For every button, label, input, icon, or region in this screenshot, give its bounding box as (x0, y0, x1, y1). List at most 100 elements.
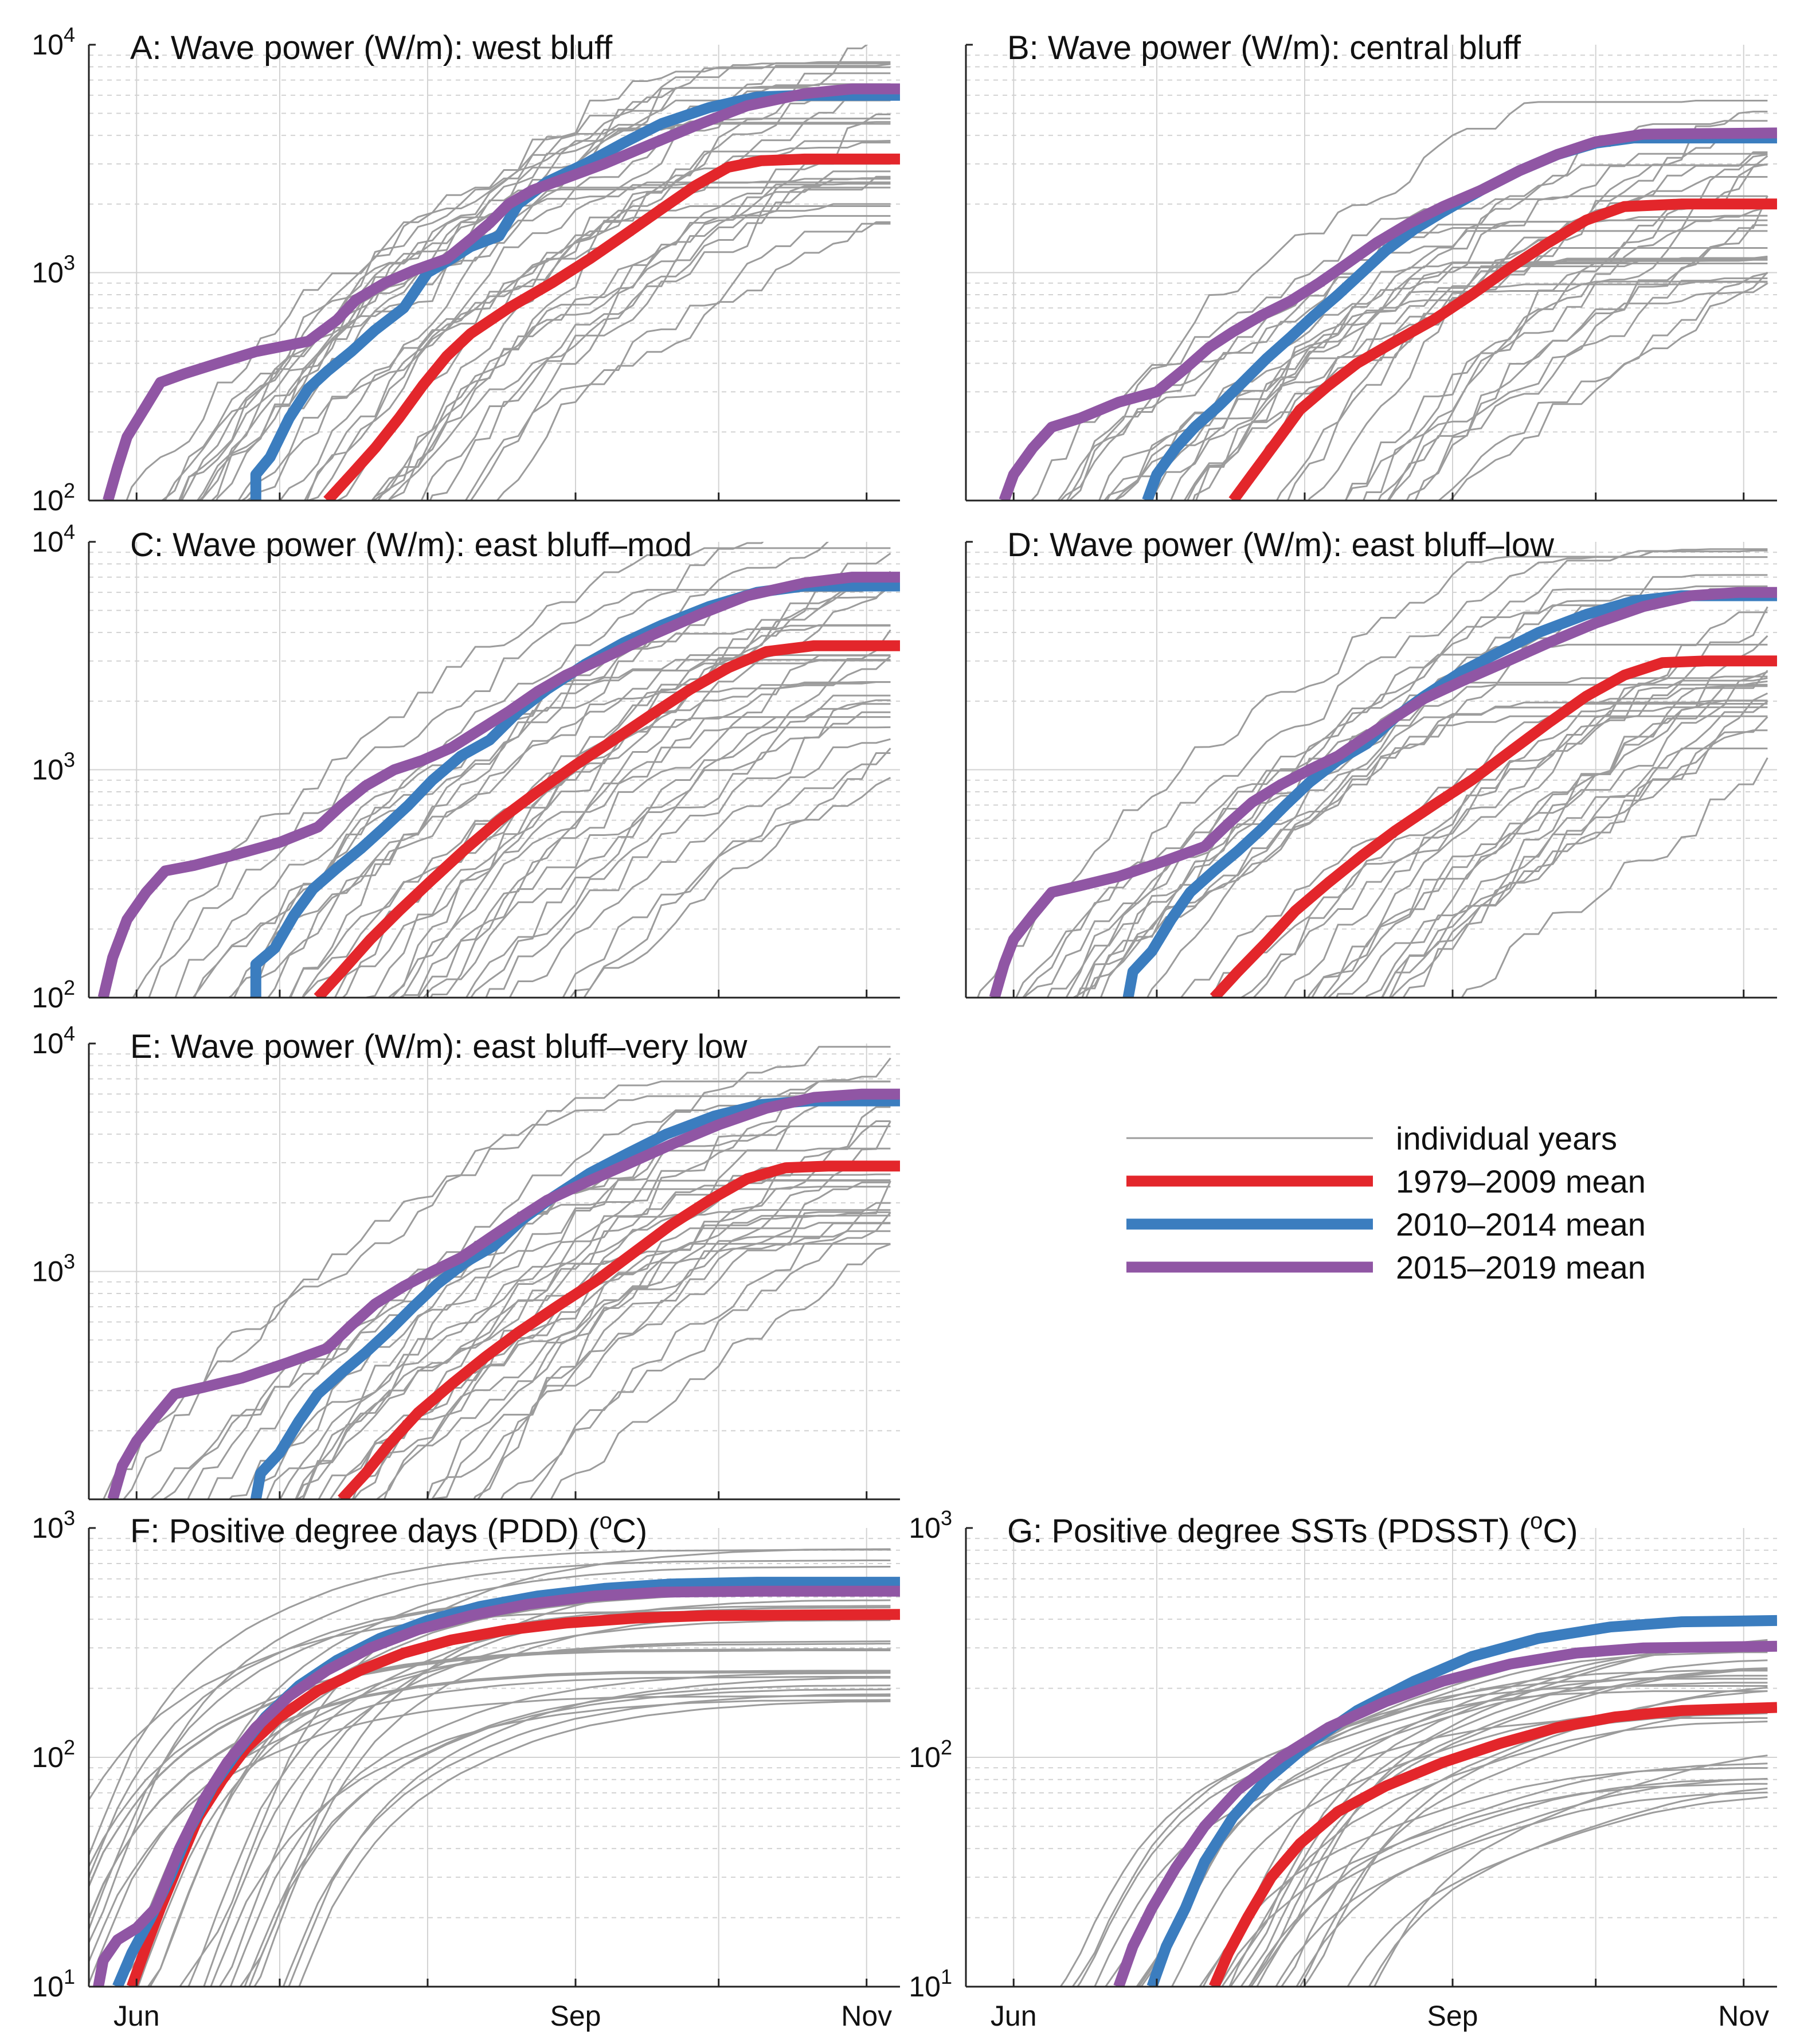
individual-year-line (89, 1648, 891, 1867)
individual-year-line (1248, 1777, 1768, 1987)
individual-year-line (375, 1222, 891, 1499)
mean-series (999, 127, 1777, 501)
individual-year-line (476, 1106, 891, 1499)
individual-year-line (303, 142, 891, 501)
individual-year-line (207, 1147, 891, 1499)
individual-year-line (1335, 747, 1768, 998)
panel-title: B: Wave power (W/m): central bluff (1007, 29, 1521, 67)
individual-year-line (1275, 1791, 1768, 1987)
individual-year-line (265, 1242, 891, 1499)
individual-year-line (126, 123, 891, 501)
individual-year-line (1307, 699, 1768, 998)
individual-year-line (1381, 729, 1768, 998)
legend-label-2010-2014-mean: 2010–2014 mean (1396, 1206, 1646, 1242)
individual-year-line (426, 1120, 891, 1499)
series-1979-2009-mean-line (1210, 655, 1777, 998)
series-2015-2019-mean-line (989, 587, 1777, 998)
individual-year-line (1198, 1645, 1768, 1987)
individual-year-line (249, 659, 891, 998)
individual-year-line (500, 1211, 891, 1499)
individual-year-line (388, 203, 891, 501)
individual-year-line (1387, 163, 1768, 501)
panel-title-main: D: Wave power (W/m): east bluff–low (1007, 526, 1555, 564)
panel-title-main: B: Wave power (W/m): central bluff (1007, 29, 1521, 67)
y-tick-base: 10 (32, 1741, 64, 1773)
series-2015-2019-mean-line (93, 1585, 900, 1987)
individual-year-line (1406, 195, 1768, 501)
y-tick-label: 104 (32, 520, 75, 558)
individual-year-line (1365, 635, 1768, 998)
series-1979-2009-mean-line (314, 640, 900, 998)
individual-year-line (1327, 680, 1768, 998)
axes (88, 1527, 900, 1988)
individual-year-line (289, 542, 829, 998)
grid (89, 45, 900, 501)
y-tick-base: 10 (32, 257, 64, 289)
individual-year-line (1068, 100, 1768, 501)
individual-year-line (1075, 548, 1768, 998)
individual-year-line (244, 1689, 891, 1987)
individual-year-line (334, 726, 891, 998)
individual-year-line (398, 570, 891, 998)
series-2010-2014-mean-line (250, 1095, 900, 1499)
y-tick-exponent: 3 (64, 748, 75, 772)
individual-year-line (89, 1560, 891, 1943)
individual-year-line (496, 222, 891, 501)
individual-year-line (215, 62, 891, 501)
individual-year-line (1046, 683, 1768, 998)
individual-year-line (181, 66, 891, 501)
x-tick-label: Nov (841, 2000, 892, 2032)
y-tick-exponent: 3 (64, 251, 75, 275)
panel-title: A: Wave power (W/m): west bluff (130, 29, 613, 67)
y-tick-exponent: 3 (941, 1506, 952, 1530)
individual-year-line (1071, 703, 1768, 998)
y-tick-label: 104 (32, 23, 75, 61)
y-tick-base: 10 (32, 754, 64, 786)
individual-year-line (295, 1125, 891, 1499)
individual-year-line (1076, 1690, 1768, 1987)
individual-year-line (1180, 685, 1768, 998)
individual-year-line (203, 1619, 891, 1987)
legend-label-2015-2019-mean: 2015–2019 mean (1396, 1249, 1646, 1285)
axes (965, 44, 1777, 502)
individual-year-line (279, 1046, 891, 1499)
individual-year-line (1390, 716, 1768, 998)
individual-year-line (1387, 277, 1768, 501)
y-tick-label: 101 (32, 1965, 75, 2003)
series-1979-2009-mean-line (1209, 1702, 1777, 1987)
individual-year-line (1287, 131, 1768, 501)
panel-title-main: F: Positive degree days (PDD) ( (130, 1513, 600, 1550)
y-tick-label: 102 (32, 1736, 75, 1773)
individual-year-line (402, 694, 891, 998)
series-2015-2019-mean-line (97, 572, 900, 998)
individual-year-line (429, 581, 891, 998)
y-tick-exponent: 4 (64, 520, 75, 544)
mean-series (1113, 1615, 1777, 1987)
individual-year-line (1137, 1682, 1768, 1987)
y-tick-base: 10 (909, 1971, 941, 2003)
individual-year-line (1283, 611, 1768, 998)
individual-year-line (1192, 153, 1768, 501)
individual-year-line (102, 1089, 891, 1499)
individual-year-line (371, 170, 891, 501)
individual-year-line (218, 1599, 891, 1987)
individual-year-line (1368, 1787, 1768, 1987)
individual-year-line (89, 1549, 891, 1856)
individual-year-line (178, 1548, 891, 1987)
grid (966, 1528, 1777, 1987)
y-tick-exponent: 1 (64, 1965, 75, 1988)
y-tick-exponent: 2 (64, 1736, 75, 1759)
individual-year-line (398, 655, 891, 998)
y-tick-base: 10 (32, 1027, 64, 1060)
individual-year-line (306, 72, 891, 501)
individual-year-line (1380, 701, 1768, 998)
individual-year-line (1402, 692, 1768, 998)
y-tick-base: 10 (32, 982, 64, 1014)
individual-year-line (252, 1125, 891, 1499)
individual-year-line (422, 703, 891, 998)
individual-year-line (370, 183, 891, 501)
individual-year-line (233, 542, 764, 998)
y-tick-label: 102 (32, 976, 75, 1014)
